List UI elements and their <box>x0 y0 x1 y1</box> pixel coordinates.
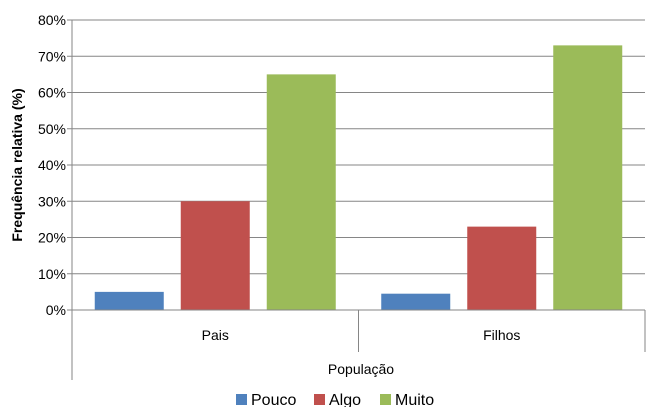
y-tick-label: 50% <box>38 121 66 137</box>
bar-pouco-pais <box>94 291 164 310</box>
plot-frame <box>71 20 646 380</box>
x-tick-label: Pais <box>202 327 229 343</box>
legend-swatch-algo <box>314 394 325 405</box>
y-tick-labels: 0% 10% 20% 30% 40% 50% 60% 70% 80% <box>38 12 66 318</box>
legend-swatch-pouco <box>236 394 247 405</box>
y-tick-label: 70% <box>38 48 66 64</box>
x-tick-label: Filhos <box>483 327 520 343</box>
bar-pouco-filhos <box>381 293 451 310</box>
y-tick-label: 30% <box>38 193 66 209</box>
legend-label-muito: Muito <box>395 392 434 407</box>
y-tick-label: 20% <box>38 230 66 246</box>
y-tick-label: 60% <box>38 85 66 101</box>
y-tick-label: 40% <box>38 157 66 173</box>
x-axis-title: População <box>328 361 394 377</box>
y-axis-title: Frequência relativa (%) <box>9 88 25 241</box>
gridlines <box>67 19 645 311</box>
legend: Pouco Algo Muito <box>236 392 434 407</box>
y-tick-label: 0% <box>46 302 66 318</box>
bar-muito-pais <box>266 74 336 310</box>
bar-algo-pais <box>180 201 250 310</box>
bars <box>94 45 623 310</box>
y-tick-label: 10% <box>38 266 66 282</box>
legend-label-pouco: Pouco <box>251 392 296 407</box>
x-tick-labels: Pais Filhos <box>202 327 521 343</box>
legend-swatch-muito <box>380 394 391 405</box>
legend-label-algo: Algo <box>329 392 361 407</box>
bar-muito-filhos <box>553 45 623 310</box>
y-tick-label: 80% <box>38 12 66 28</box>
bar-algo-filhos <box>467 226 537 310</box>
